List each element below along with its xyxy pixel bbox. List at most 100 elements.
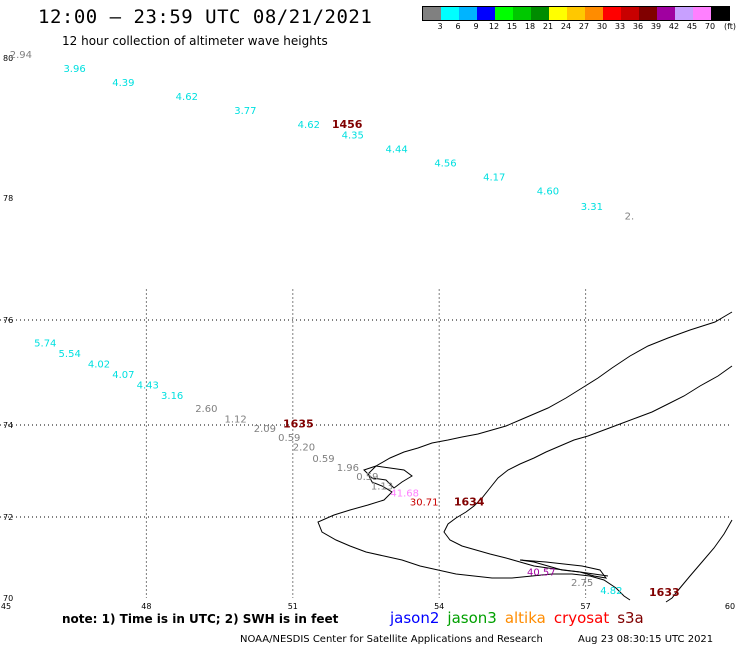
legend-swatch [639,7,657,20]
y-tick-label: 74 [3,421,13,430]
coastline-segment [363,465,413,489]
generation-timestamp: Aug 23 08:30:15 UTC 2021 [578,634,714,645]
wave-height-value: 4.07 [112,370,134,381]
y-tick-label: 70 [3,594,13,603]
satellite-legend-cryosat: cryosat [553,609,610,627]
legend-label: 12 [488,22,500,31]
legend-label: 15 [506,22,518,31]
color-scale-legend [422,6,730,21]
legend-label: 27 [578,22,590,31]
legend-label: 24 [560,22,572,31]
wave-height-value: 5.74 [34,338,56,349]
legend-swatch [567,7,585,20]
legend-label: 39 [650,22,662,31]
legend-swatch [549,7,567,20]
legend-swatch [459,7,477,20]
wave-height-value: 4.56 [434,159,456,170]
wave-height-value: 4.82 [600,586,622,597]
pass-time-label: 1633 [649,586,680,599]
map-title: 12:00 – 23:59 UTC 08/21/2021 [38,6,373,28]
map-subtitle: 12 hour collection of altimeter wave hei… [62,34,328,48]
satellite-legend: jason2 jason3 altika cryosat s3a [390,609,652,627]
legend-swatch [693,7,711,20]
satellite-legend-jason3: jason3 [447,609,497,627]
wave-height-value: 4.62 [298,120,320,131]
legend-swatch [675,7,693,20]
legend-label: 30 [596,22,608,31]
legend-swatch [657,7,675,20]
legend-swatch [477,7,495,20]
wave-height-value: 2.94 [10,50,32,61]
wave-height-value: 4.62 [176,92,198,103]
legend-swatch [711,7,729,20]
wave-height-value: 2.20 [293,442,315,453]
wave-height-value: 4.35 [342,131,364,142]
wave-height-value: 4.39 [112,78,134,89]
wave-height-value: 0.59 [356,472,378,483]
coastline-segment [317,311,733,601]
legend-swatch [603,7,621,20]
wave-height-value: 1.12 [224,414,246,425]
legend-label: 42 [668,22,680,31]
coastline-segment [665,519,733,603]
y-tick-label: 78 [3,194,13,203]
axis-ticks: 45 48 51 54 57 60 70 72 74 76 78 80 [1,54,735,611]
wave-height-value: 4.44 [386,145,408,156]
legend-label: 6 [455,22,461,31]
wave-height-value: 2.09 [254,424,276,435]
footer-note: note: 1) Time is in UTC; 2) SWH is in fe… [62,612,339,626]
legend-swatch [495,7,513,20]
satellite-legend-s3a: s3a [617,609,644,627]
wave-height-value: 1.13 [371,481,393,492]
wave-height-value: 5.54 [59,349,81,360]
wave-height-value: 4.60 [537,187,559,198]
wave-height-value: 1.96 [337,463,359,474]
x-tick-label: 51 [288,602,298,611]
pass-time-labels: 1456 1635 1634 1633 [283,118,680,599]
wave-height-value: 30.71 [410,498,439,509]
wave-height-value: 40.57 [527,568,556,579]
legend-label: 18 [524,22,536,31]
y-tick-label: 76 [3,316,13,325]
x-tick-label: 45 [1,602,11,611]
color-scale-labels: 3 6 9 12 15 18 21 24 27 30 33 36 39 42 45 70 (ft) [422,22,740,34]
wave-height-value: 0.59 [278,433,300,444]
pass-time-label: 1635 [283,417,314,430]
legend-label: 36 [632,22,644,31]
coastline-segment [519,559,608,579]
wave-height-value: 2. [625,211,635,222]
legend-swatch [423,7,441,20]
x-tick-label: 60 [725,602,735,611]
satellite-legend-jason2: jason2 [390,609,440,627]
wave-height-value: 3.77 [234,106,256,117]
legend-label: 3 [437,22,443,31]
wave-height-value: 4.43 [137,380,159,391]
wave-height-value: 3.16 [161,391,183,402]
coastline [317,311,733,603]
legend-swatch [585,7,603,20]
wave-height-value: 3.96 [63,64,85,75]
legend-swatch [531,7,549,20]
legend-label: 33 [614,22,626,31]
wave-height-labels: 2.94 3.96 4.39 4.62 3.77 4.62 4.35 4.44 4.56 4.17… [10,50,634,597]
legend-swatch [441,7,459,20]
credit-line: NOAA/NESDIS Center for Satellite Applica… [240,634,543,645]
wave-height-value: 2.60 [195,404,217,415]
satellite-legend-altika: altika [504,609,546,627]
legend-label: 45 [686,22,698,31]
legend-label: 9 [473,22,479,31]
y-tick-label: 80 [3,54,13,63]
legend-label: 21 [542,22,554,31]
pass-time-label: 1456 [332,118,363,131]
wave-height-value: 3.31 [581,202,603,213]
x-tick-label: 54 [434,602,444,611]
wave-height-value: 4.02 [88,359,110,370]
wave-height-value: 2.75 [571,578,593,589]
y-tick-label: 72 [3,513,13,522]
legend-label: 70 [704,22,716,31]
wave-height-value: 4.17 [483,173,505,184]
legend-swatch [513,7,531,20]
legend-label: (ft) [723,22,737,31]
x-tick-label: 57 [581,602,591,611]
